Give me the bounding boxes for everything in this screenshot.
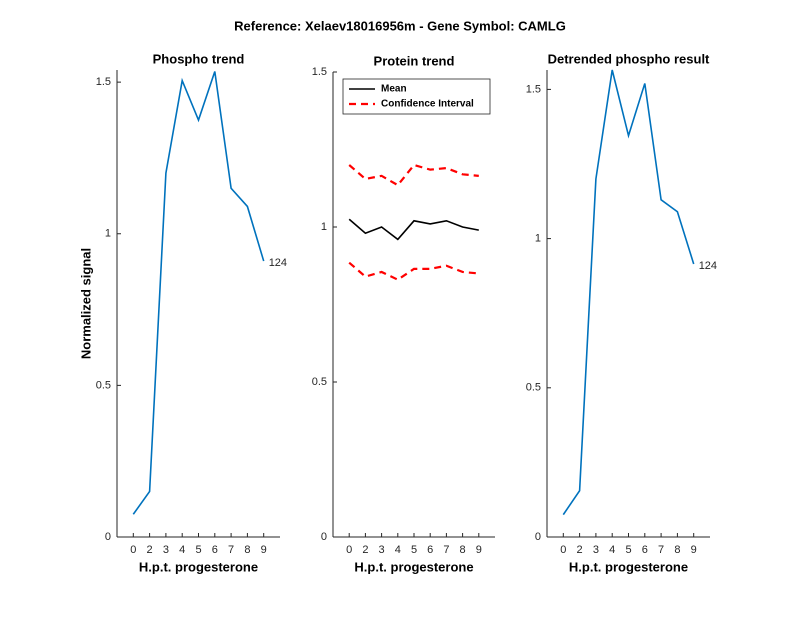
y-tick-label: 1 <box>321 221 327 233</box>
y-tick-label: 0 <box>535 531 541 543</box>
subplot-title: Phospho trend <box>153 51 245 66</box>
y-tick-label: 1.5 <box>312 66 327 78</box>
legend-label: Mean <box>381 84 407 95</box>
subplot-title: Protein trend <box>374 53 455 68</box>
data-line-lower <box>348 261 479 281</box>
x-axis-label: H.p.t. progesterone <box>354 559 473 574</box>
figure-title: Reference: Xelaev18016956m - Gene Symbol… <box>234 18 566 33</box>
x-tick-label: 6 <box>427 544 433 556</box>
x-tick-label: 8 <box>460 544 466 556</box>
x-tick-label: 4 <box>179 544 185 556</box>
y-tick-label: 0.5 <box>96 379 111 391</box>
y-tick-label: 0.5 <box>526 382 541 394</box>
y-axis-label: Normalized signal <box>78 248 93 359</box>
y-tick-label: 1 <box>535 233 541 245</box>
x-tick-label: 5 <box>195 544 201 556</box>
data-line <box>348 218 479 241</box>
x-tick-label: 2 <box>362 544 368 556</box>
x-tick-label: 4 <box>609 544 615 556</box>
x-tick-label: 7 <box>443 544 449 556</box>
x-tick-label: 8 <box>244 544 250 556</box>
subplot-title: Detrended phospho result <box>548 51 710 66</box>
x-tick-label: 3 <box>593 544 599 556</box>
x-tick-label: 0 <box>346 544 352 556</box>
x-tick-label: 7 <box>658 544 664 556</box>
x-tick-label: 9 <box>261 544 267 556</box>
x-tick-label: 2 <box>147 544 153 556</box>
x-tick-label: 3 <box>379 544 385 556</box>
x-axis-label: H.p.t. progesterone <box>139 559 258 574</box>
point-annotation: 124 <box>699 260 717 272</box>
data-line <box>348 163 479 187</box>
data-line <box>132 71 265 515</box>
y-tick-label: 1.5 <box>96 76 111 88</box>
point-annotation: 124 <box>269 257 287 269</box>
y-tick-label: 0 <box>321 531 327 543</box>
x-tick-label: 4 <box>395 544 401 556</box>
y-tick-label: 0 <box>105 531 111 543</box>
x-tick-label: 9 <box>476 544 482 556</box>
x-tick-label: 6 <box>212 544 218 556</box>
x-tick-label: 2 <box>577 544 583 556</box>
y-tick-label: 1 <box>105 228 111 240</box>
x-tick-label: 3 <box>163 544 169 556</box>
x-tick-label: 0 <box>560 544 566 556</box>
x-tick-label: 6 <box>642 544 648 556</box>
x-tick-label: 5 <box>625 544 631 556</box>
legend-box <box>342 78 491 115</box>
y-tick-label: 1.5 <box>526 83 541 95</box>
y-tick-label: 0.5 <box>312 376 327 388</box>
x-tick-label: 7 <box>228 544 234 556</box>
x-tick-label: 0 <box>130 544 136 556</box>
x-axis-label: H.p.t. progesterone <box>569 559 688 574</box>
x-tick-label: 9 <box>691 544 697 556</box>
legend-label: Confidence Interval <box>381 99 474 110</box>
x-tick-label: 5 <box>411 544 417 556</box>
data-line <box>562 69 695 516</box>
x-tick-label: 8 <box>674 544 680 556</box>
